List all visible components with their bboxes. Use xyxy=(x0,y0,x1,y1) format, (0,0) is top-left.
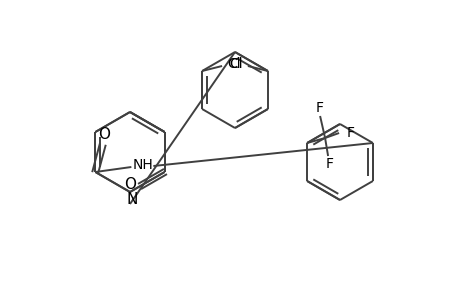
Text: Cl: Cl xyxy=(229,57,242,71)
Text: Cl: Cl xyxy=(227,57,240,71)
Text: F: F xyxy=(325,157,333,171)
Text: NH: NH xyxy=(133,158,153,172)
Text: F: F xyxy=(315,101,324,115)
Text: N: N xyxy=(126,193,137,208)
Text: F: F xyxy=(347,126,354,140)
Text: O: O xyxy=(124,176,136,191)
Text: O: O xyxy=(98,128,110,142)
